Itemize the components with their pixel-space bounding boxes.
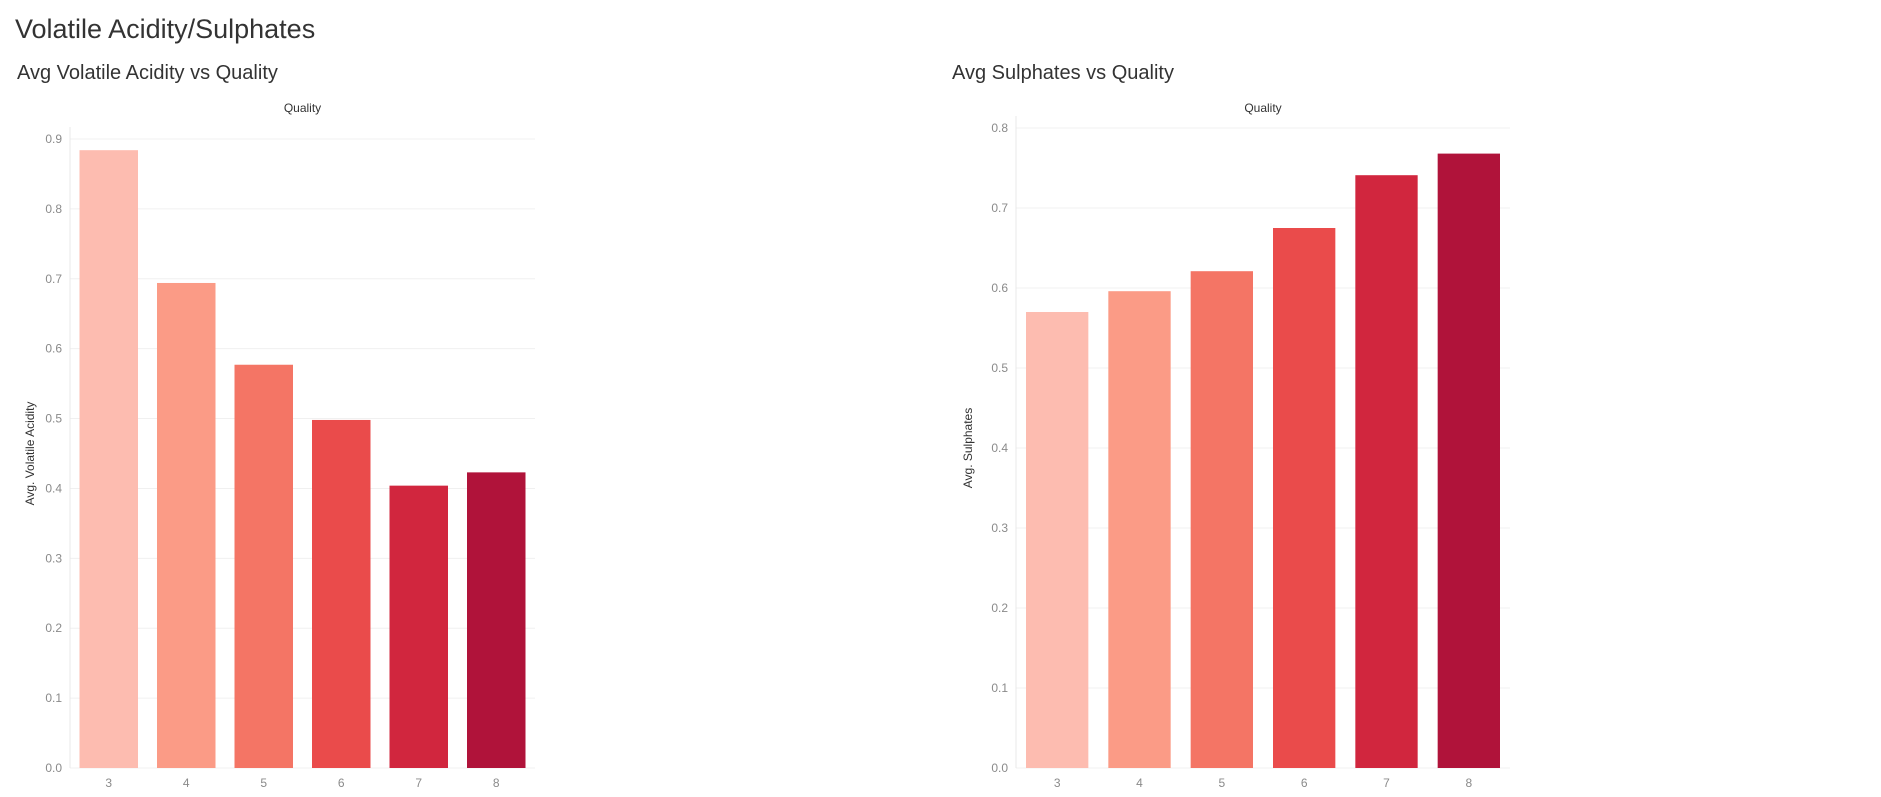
chart-1-y-tick-label: 0.8 [45, 202, 62, 216]
chart-1-y-tick-label: 0.4 [45, 481, 62, 495]
chart-2-y-tick-label: 0.2 [991, 601, 1008, 615]
chart-1-bar-quality-4[interactable] [157, 282, 216, 768]
chart-2-y-tick-label: 0.6 [991, 281, 1008, 295]
chart-1-y-axis-title: Avg. Volatile Acidity [23, 402, 37, 506]
chart-1-bar-quality-8[interactable] [467, 472, 526, 768]
chart-2-y-tick-label: 0.1 [991, 681, 1008, 695]
chart-2-bar-quality-3[interactable] [1026, 312, 1089, 768]
chart-1-x-tick-label: 6 [338, 776, 345, 790]
sulphates-bar-chart: 0.0 0.1 0.2 0.3 0.4 0.5 0.6 0.7 0.8 3 4 5 6 7 8 Quality… [961, 101, 1510, 790]
chart-1-x-tick-label: 7 [415, 776, 422, 790]
chart-2-x-tick-label: 7 [1383, 776, 1390, 790]
chart-1-title: Avg Volatile Acidity vs Quality [17, 62, 278, 84]
dashboard-title: Volatile Acidity/Sulphates [15, 14, 316, 44]
chart-1-y-tick-label: 0.7 [45, 272, 62, 286]
chart-2-bar-quality-6[interactable] [1273, 228, 1336, 768]
chart-1-bar-quality-3[interactable] [79, 150, 139, 768]
chart-2-title: Avg Sulphates vs Quality [952, 62, 1174, 84]
chart-2-y-tick-label: 0.0 [991, 761, 1008, 775]
chart-2-bar-quality-7[interactable] [1355, 175, 1418, 768]
chart-2-x-tick-label: 6 [1301, 776, 1308, 790]
chart-2-x-axis-title: Quality [1244, 101, 1281, 115]
chart-1-y-tick-label: 0.3 [45, 551, 62, 565]
chart-2-bar-quality-8[interactable] [1437, 153, 1500, 769]
chart-1-y-tick-label: 0.6 [45, 342, 62, 356]
chart-1-bar-quality-5[interactable] [234, 364, 294, 768]
chart-2-x-tick-label: 4 [1136, 776, 1143, 790]
chart-1-x-axis-title: Quality [284, 101, 321, 115]
chart-1-x-tick-label: 5 [260, 776, 267, 790]
chart-1-y-tick-label: 0.2 [45, 621, 62, 635]
chart-2-y-tick-label: 0.3 [991, 521, 1008, 535]
chart-2-y-axis-title: Avg. Sulphates [961, 408, 975, 489]
chart-2-y-tick-label: 0.7 [991, 201, 1008, 215]
chart-1-x-tick-label: 3 [105, 776, 112, 790]
chart-2-x-tick-label: 8 [1465, 776, 1472, 790]
chart-1-bar-quality-7[interactable] [389, 485, 449, 768]
chart-2-y-tick-label: 0.5 [991, 361, 1008, 375]
chart-1-x-tick-label: 4 [183, 776, 190, 790]
chart-1-y-tick-label: 0.9 [45, 132, 62, 146]
chart-2-x-tick-label: 3 [1054, 776, 1061, 790]
chart-2-x-tick-label: 5 [1218, 776, 1225, 790]
chart-2-y-tick-label: 0.8 [991, 121, 1008, 135]
chart-2-bar-quality-5[interactable] [1190, 271, 1253, 768]
volatile-acidity-bar-chart: 0.0 0.1 0.2 0.3 0.4 0.5 0.6 0.7 0.8 0.9 3 4 5 6 7 8 Qual… [23, 101, 535, 790]
chart-2-y-tick-label: 0.4 [991, 441, 1008, 455]
chart-2-bar-quality-4[interactable] [1108, 291, 1171, 768]
chart-1-bar-quality-6[interactable] [312, 419, 371, 768]
chart-1-x-tick-label: 8 [493, 776, 500, 790]
chart-1-y-tick-label: 0.1 [45, 691, 62, 705]
chart-1-y-tick-label: 0.5 [45, 412, 62, 426]
chart-1-y-tick-label: 0.0 [45, 761, 62, 775]
